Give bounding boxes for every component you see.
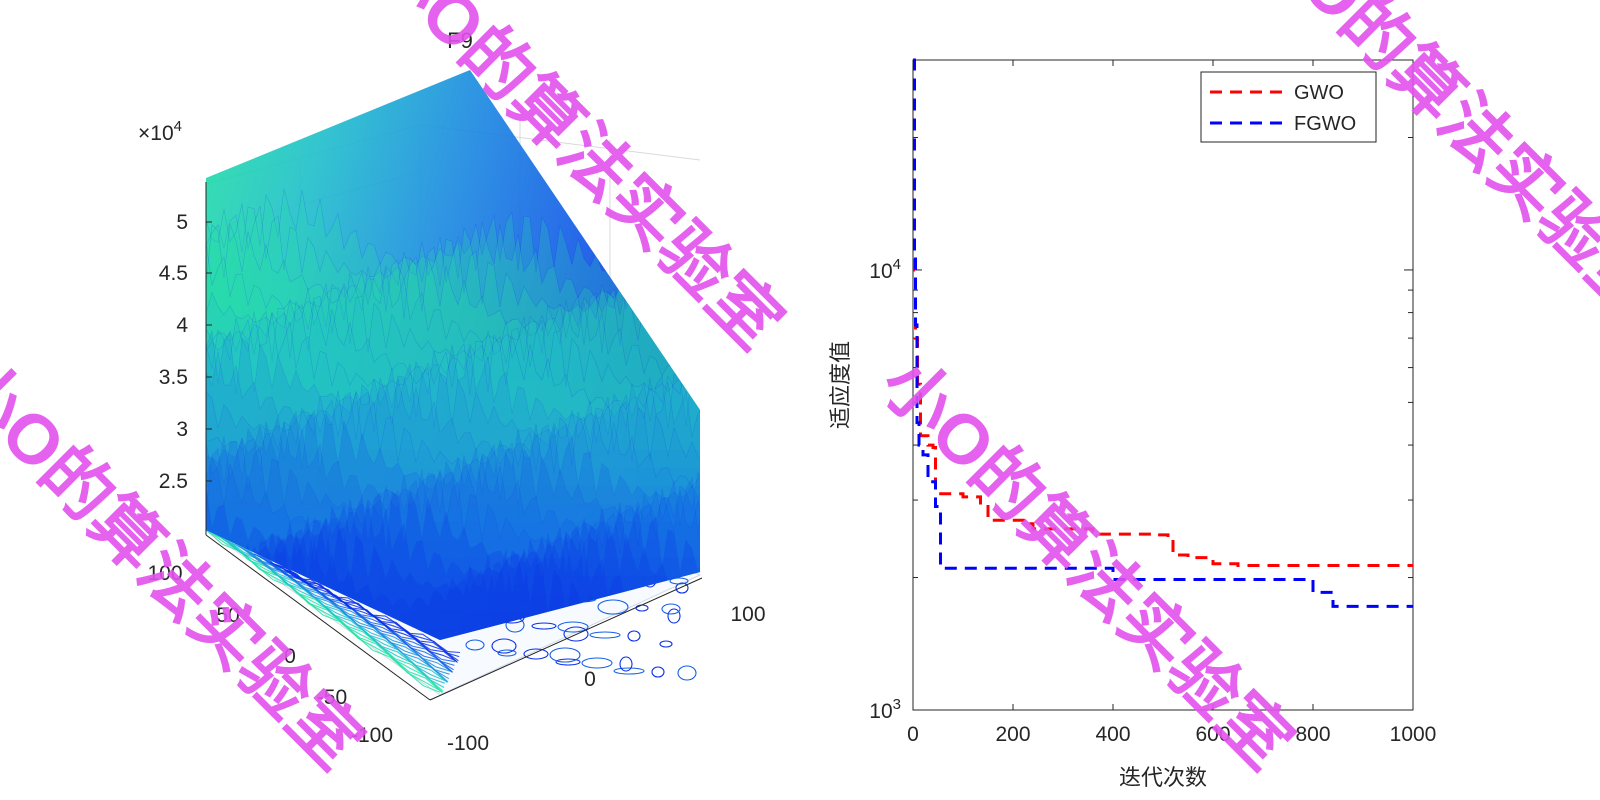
contour-lines — [205, 529, 697, 694]
y-tick-label: 103 — [869, 696, 901, 723]
z-exponent-label: ×104 — [138, 118, 182, 145]
x-tick-label: 100 — [730, 603, 765, 626]
z-tick-label: 4.5 — [159, 262, 188, 285]
x-axis-line — [429, 577, 703, 701]
legend: GWO FGWO — [1200, 71, 1377, 143]
series-line-fgwo — [913, 58, 1413, 608]
x-tick-label: 400 — [1095, 723, 1130, 746]
x-tick-label: 0 — [584, 668, 596, 691]
y-tick-label: 104 — [869, 256, 901, 283]
y-tick-label: 100 — [147, 562, 182, 585]
y-tick-label: 0 — [284, 645, 296, 668]
z-axis: 5 4.5 4 3.5 3 2.5 — [159, 182, 212, 535]
series-line-gwo — [913, 58, 1413, 567]
z-tick-label: 3 — [176, 418, 188, 441]
z-tick-label: 4 — [176, 314, 188, 337]
z-tick-label: 2.5 — [159, 470, 188, 493]
y-axis-label: 适应度值 — [828, 341, 853, 429]
legend-label-fgwo: FGWO — [1294, 113, 1356, 135]
y-axis-line — [205, 534, 431, 701]
plot-area — [912, 59, 1414, 711]
x-tick-label: 200 — [995, 723, 1030, 746]
x-axis-label: 迭代次数 — [1119, 765, 1207, 790]
x-tick-label: 800 — [1295, 723, 1330, 746]
x-tick-label: -100 — [447, 732, 489, 755]
surface-title: F9 — [447, 28, 473, 53]
y-tick-label: -50 — [317, 686, 347, 709]
z-tick-label: 3.5 — [159, 366, 188, 389]
x-tick-label: 1000 — [1390, 723, 1437, 746]
y-tick-label: -100 — [351, 724, 393, 747]
y-tick-label: 50 — [216, 604, 239, 627]
x-tick-label: 0 — [907, 723, 919, 746]
axis-ticks: 0 200 400 600 800 1000 103 104 — [869, 59, 1437, 746]
x-tick-label: 600 — [1195, 723, 1230, 746]
convergence-plot: 0 200 400 600 800 1000 103 104 适应度值 迭代次数 GWO FG… — [828, 58, 1437, 790]
series-lines — [913, 58, 1413, 608]
legend-label-gwo: GWO — [1294, 82, 1344, 104]
z-tick-label: 5 — [176, 211, 188, 234]
